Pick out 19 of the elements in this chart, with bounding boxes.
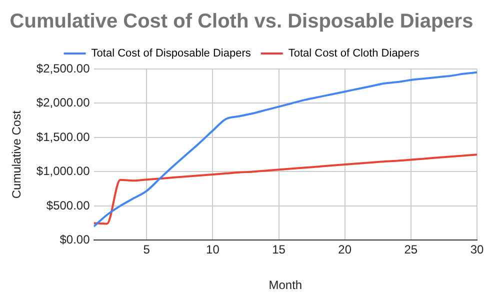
y-tick-label: $0.00: [60, 232, 90, 247]
x-tick-label: 15: [272, 242, 286, 257]
line-series: [94, 154, 477, 225]
y-tick-label: $1,500.00: [36, 130, 90, 144]
x-tick-label: 20: [338, 242, 352, 257]
x-tick-label: 10: [206, 242, 220, 257]
y-tick-label: $1,000.00: [36, 164, 90, 178]
x-tick-label: 25: [404, 242, 418, 257]
x-axis-title: Month: [268, 278, 302, 292]
chart-title: Cumulative Cost of Cloth vs. Disposable Diapers: [10, 10, 474, 33]
legend-label: Total Cost of Cloth Diapers: [288, 48, 420, 60]
y-tick-label: $500.00: [46, 198, 90, 212]
legend-label: Total Cost of Disposable Diapers: [91, 48, 252, 60]
x-tick-label: 30: [470, 242, 484, 257]
x-tick-label: 5: [143, 242, 150, 257]
y-tick-label: $2,000.00: [36, 96, 90, 110]
y-axis-title: Cumulative Cost: [10, 110, 24, 199]
y-tick-label: $2,500.00: [36, 61, 90, 76]
line-series: [94, 71, 477, 228]
